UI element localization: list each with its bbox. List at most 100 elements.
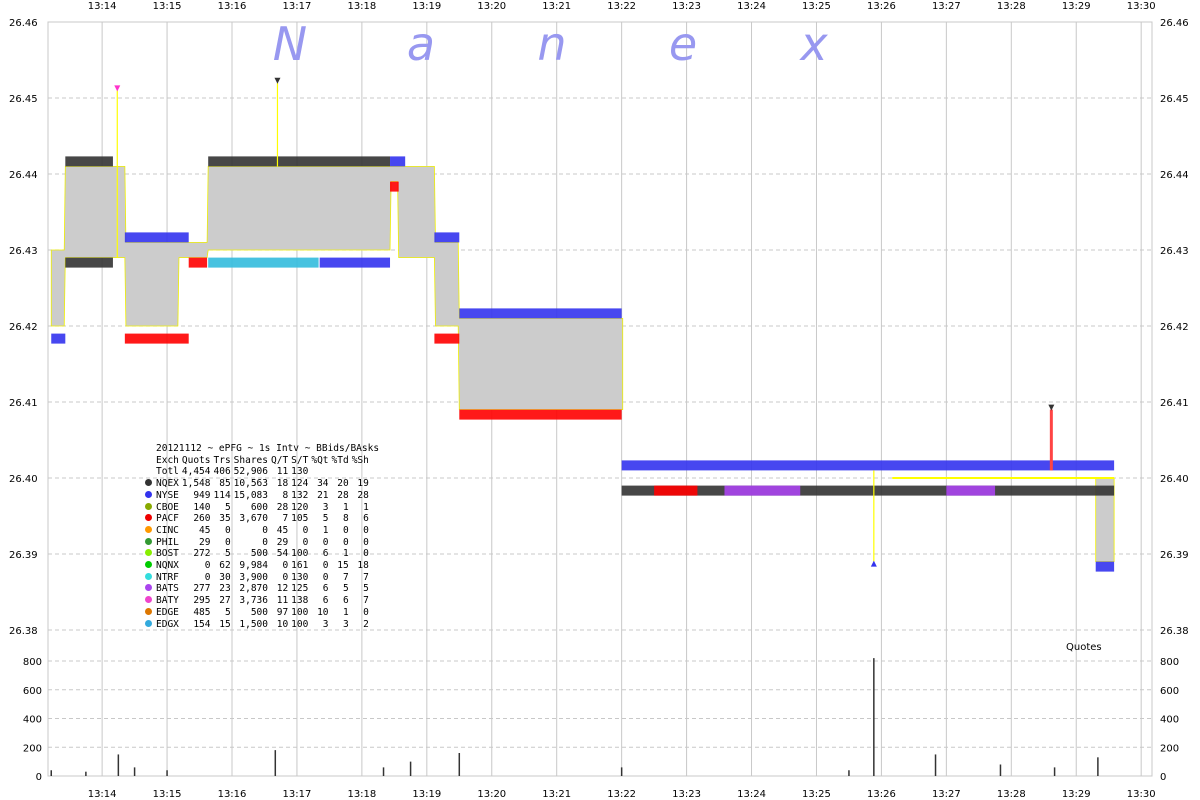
quote-marker-run — [434, 232, 460, 243]
legend-cell-pt: 7 — [342, 571, 349, 583]
legend-cell-st: 105 — [291, 513, 309, 525]
x-tick-bottom: 13:22 — [607, 789, 636, 800]
legend-cell-pq: 3 — [322, 618, 329, 630]
legend-cell-qt: 28 — [276, 501, 289, 513]
spike-marker — [1048, 404, 1055, 411]
quote-marker-run — [51, 333, 66, 344]
legend-cell-pq: 21 — [317, 489, 329, 501]
legend-cell-quots: 0 — [204, 571, 211, 583]
y-tick-left: 26.42 — [9, 322, 38, 333]
vol-tick-right: 600 — [1160, 686, 1179, 697]
x-tick-top: 13:21 — [542, 1, 571, 12]
y-tick-right: 26.44 — [1160, 170, 1189, 181]
legend-swatch — [144, 584, 152, 592]
legend-cell-trs: 0 — [224, 536, 231, 548]
x-tick-bottom: 13:20 — [477, 789, 506, 800]
legend-cell-name: NTRF — [156, 571, 179, 583]
quote-marker-run — [459, 308, 622, 319]
x-tick-bottom: 13:16 — [218, 789, 247, 800]
x-tick-top: 13:26 — [867, 1, 896, 12]
x-tick-top: 13:20 — [477, 1, 506, 12]
legend-cell-ps — [352, 466, 372, 478]
legend-cell-pt: 1 — [342, 548, 349, 560]
legend-cell-st: 0 — [302, 536, 309, 548]
legend-cell-quots: 1,548 — [181, 478, 211, 490]
legend-cell-st: 0 — [302, 524, 309, 536]
legend-cell-ps: 0 — [363, 548, 369, 560]
x-tick-bottom: 13:18 — [347, 789, 376, 800]
legend-cell-shares: 3,900 — [239, 571, 268, 583]
legend-cell-name: NQNX — [156, 560, 179, 572]
legend-swatch — [144, 619, 152, 627]
legend-cell-shares: 3,670 — [239, 513, 268, 525]
legend-header-cell: %Sh — [351, 454, 369, 466]
x-tick-top: 13:30 — [1127, 1, 1156, 12]
legend-cell-pq: 0 — [322, 571, 329, 583]
legend-cell-trs: 30 — [219, 571, 231, 583]
exchange-legend: 20121112 ~ ePFG ~ 1s Intv ~ BBids/BAsks … — [142, 443, 379, 630]
nbbo-band — [50, 166, 624, 410]
vol-tick-right: 200 — [1160, 743, 1179, 754]
legend-cell-trs: 85 — [219, 478, 231, 490]
legend-cell-trs: 23 — [219, 583, 231, 595]
x-tick-bottom: 13:23 — [672, 789, 701, 800]
legend-header-cell: Quots — [181, 454, 211, 466]
y-tick-right: 26.39 — [1160, 550, 1189, 561]
quote-marker-run — [319, 257, 391, 268]
x-tick-bottom: 13:26 — [867, 789, 896, 800]
legend-swatch — [144, 479, 152, 487]
legend-cell-quots: 29 — [199, 536, 211, 548]
x-tick-bottom: 13:24 — [737, 789, 766, 800]
axis-ticks: 26.46 26.46 26.45 26.45 26.44 26.44 26.43 26.43… — [9, 1, 1189, 800]
x-tick-top: 13:18 — [347, 1, 376, 12]
legend-cell-quots: 45 — [199, 524, 211, 536]
legend-cell-st: 138 — [291, 595, 309, 607]
legend-cell-qt: 97 — [276, 606, 289, 618]
legend-cell-name: BOST — [156, 548, 179, 560]
legend-cell-pq — [311, 466, 331, 478]
quote-marker-run — [946, 485, 996, 496]
watermark-letter: e — [669, 17, 697, 71]
legend-cell-pt — [332, 466, 352, 478]
vol-tick-left: 800 — [23, 657, 42, 668]
x-tick-top: 13:29 — [1062, 1, 1091, 12]
legend-cell-qt: 11 — [276, 595, 289, 607]
legend-cell-ps: 6 — [363, 513, 369, 525]
quote-marker-run — [621, 460, 1115, 471]
legend-cell-ps: 28 — [357, 489, 369, 501]
legend-cell-pq: 3 — [322, 501, 329, 513]
watermark-letter: x — [798, 17, 828, 71]
legend-cell-qt: 0 — [282, 571, 289, 583]
legend-cell-qt: 29 — [276, 536, 289, 548]
legend-cell-qt: 8 — [282, 489, 289, 501]
legend-cell-pq: 10 — [317, 606, 329, 618]
legend-cell-trs: 5 — [224, 548, 231, 560]
legend-cell-st: 130 — [291, 466, 309, 478]
legend-cell-trs: 406 — [213, 466, 231, 478]
legend-cell-qt: 54 — [276, 548, 289, 560]
legend-cell-trs: 35 — [219, 513, 231, 525]
legend-row: NQEX 1,548 85 10,563 18 124 34 20 19 — [142, 478, 372, 490]
y-tick-right: 26.38 — [1160, 626, 1189, 637]
plot-frame — [47, 21, 1153, 777]
legend-cell-shares: 500 — [250, 548, 268, 560]
quote-marker-run — [654, 485, 698, 496]
legend-cell-st: 124 — [291, 478, 309, 490]
legend-header-cell: Q/T — [271, 454, 289, 466]
legend-cell-qt: 45 — [276, 524, 289, 536]
legend-cell-st: 130 — [291, 571, 309, 583]
legend-cell-ps: 2 — [363, 618, 369, 630]
legend-cell-qt: 11 — [276, 466, 289, 478]
x-tick-bottom: 13:21 — [542, 789, 571, 800]
volume-label: Quotes — [1066, 642, 1102, 653]
legend-swatch — [144, 502, 152, 510]
x-tick-bottom: 13:14 — [88, 789, 117, 800]
legend-swatch — [144, 537, 152, 545]
legend-swatch — [144, 607, 152, 615]
legend-cell-quots: 277 — [193, 583, 211, 595]
legend-cell-ps: 18 — [357, 560, 369, 572]
legend-row: BATY 295 27 3,736 11 138 6 6 7 — [142, 595, 372, 607]
quote-marker-run — [434, 333, 460, 344]
